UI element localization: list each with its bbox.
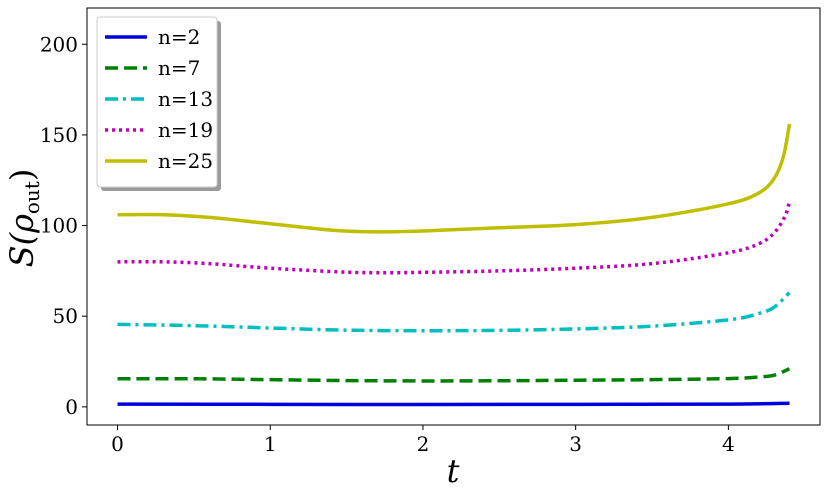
- legend: n=2 n=7 n=13 n=19 n=25: [96, 16, 221, 191]
- y-tick-label: 100: [40, 214, 78, 238]
- y-axis-label-main: S(ρ: [3, 214, 41, 267]
- series-line-n2: [117, 401, 790, 407]
- legend-label-n19: n=19: [158, 118, 213, 142]
- x-tick-label: 1: [264, 432, 277, 456]
- legend-label-n7: n=7: [158, 56, 200, 80]
- y-axis-label-subscript: out: [20, 181, 44, 214]
- y-axis-label: S(ρout): [3, 169, 44, 268]
- y-tick-label: 50: [53, 304, 78, 328]
- legend-box: [96, 16, 218, 188]
- series-layer: [117, 123, 792, 407]
- y-tick-label: 200: [40, 32, 78, 56]
- y-tick-label: 0: [65, 395, 78, 419]
- x-tick-label: 4: [722, 432, 735, 456]
- x-tick-label: 0: [111, 432, 124, 456]
- series-line-n7: [117, 367, 791, 383]
- y-tick-label: 150: [40, 123, 78, 147]
- x-tick-label: 3: [569, 432, 582, 456]
- x-tick-label: 2: [417, 432, 430, 456]
- svg-text:S(ρout): S(ρout): [3, 169, 44, 268]
- legend-label-n13: n=13: [158, 87, 213, 111]
- series-line-n13: [117, 291, 791, 333]
- y-axis-label-close: ): [3, 169, 41, 181]
- legend-label-n25: n=25: [158, 149, 213, 173]
- legend-label-n2: n=2: [158, 25, 200, 49]
- plot-frame: [86, 7, 821, 426]
- x-axis-label: t: [447, 452, 460, 490]
- series-line-n19: [117, 201, 792, 275]
- ticks-layer: 0 1 2 3 4 0 50 100 150 200: [40, 32, 735, 456]
- series-line-n25: [117, 123, 792, 234]
